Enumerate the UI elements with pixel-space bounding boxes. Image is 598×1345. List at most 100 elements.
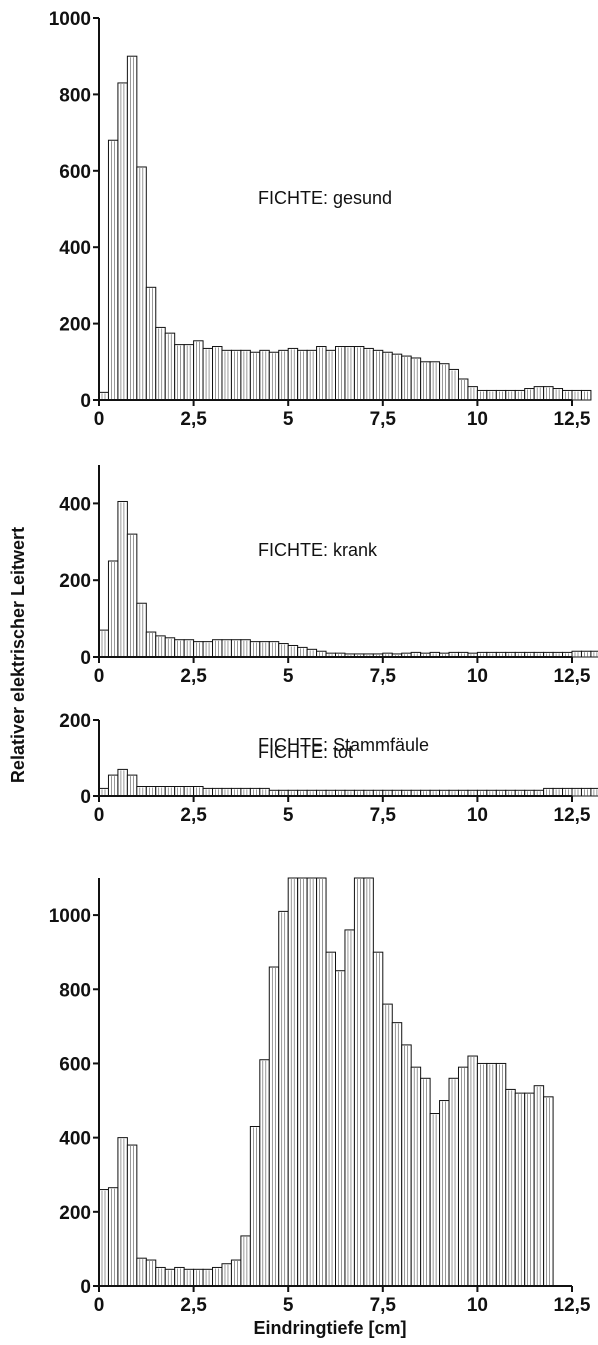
bar bbox=[590, 787, 598, 797]
bar bbox=[363, 877, 374, 1287]
bar bbox=[278, 643, 289, 658]
y-tick-label: 200 bbox=[59, 1203, 91, 1224]
bar bbox=[401, 1044, 412, 1287]
bar bbox=[467, 1055, 478, 1287]
bar bbox=[476, 1062, 488, 1287]
bar bbox=[278, 910, 289, 1287]
bar bbox=[391, 353, 403, 401]
bars bbox=[98, 500, 598, 658]
bar bbox=[297, 877, 308, 1287]
y-tick-label: 0 bbox=[80, 787, 91, 808]
chart-panel-3: 0 2,5 5 7,5 10 12,5 0 200 FICHTE: tot bbox=[59, 711, 598, 826]
bar bbox=[136, 1257, 147, 1287]
y-tick-label: 400 bbox=[59, 494, 91, 515]
bar bbox=[212, 787, 223, 797]
y-tick-label: 200 bbox=[59, 315, 91, 336]
bar bbox=[221, 349, 232, 401]
x-tick-label: 2,5 bbox=[180, 805, 207, 826]
y-tick-label: 0 bbox=[80, 391, 91, 412]
bar bbox=[145, 1259, 157, 1287]
bar bbox=[363, 347, 374, 401]
bar bbox=[316, 877, 327, 1287]
bar bbox=[486, 1062, 497, 1287]
x-tick-label: 2,5 bbox=[180, 1295, 207, 1316]
x-tick-label: 7,5 bbox=[370, 409, 397, 430]
bar bbox=[439, 1100, 450, 1287]
bar bbox=[117, 500, 128, 658]
bar bbox=[543, 787, 554, 797]
bar bbox=[249, 641, 261, 658]
bar bbox=[202, 787, 214, 797]
bar bbox=[240, 787, 251, 797]
bar bbox=[448, 368, 459, 401]
bar bbox=[297, 646, 308, 658]
bar bbox=[221, 787, 232, 797]
bar bbox=[391, 1022, 403, 1287]
bar bbox=[155, 1266, 166, 1287]
bar bbox=[202, 347, 214, 401]
bar bbox=[372, 951, 384, 1287]
panel-title: FICHTE: krank bbox=[258, 540, 378, 560]
y-tick-label: 800 bbox=[59, 980, 91, 1001]
bar bbox=[145, 286, 157, 401]
bar bbox=[249, 787, 261, 797]
bar bbox=[344, 346, 355, 401]
bar bbox=[98, 629, 109, 658]
bar bbox=[126, 55, 138, 401]
bar bbox=[259, 787, 270, 797]
bar bbox=[552, 787, 564, 797]
bar bbox=[533, 386, 545, 401]
x-tick-label: 12,5 bbox=[554, 666, 591, 687]
bar bbox=[268, 966, 280, 1287]
bar bbox=[174, 639, 185, 658]
bar bbox=[580, 389, 592, 401]
bar bbox=[495, 1062, 507, 1287]
bar bbox=[268, 351, 280, 401]
bar bbox=[193, 1268, 204, 1287]
bar bbox=[325, 349, 337, 401]
bar bbox=[183, 344, 195, 401]
bar bbox=[287, 644, 299, 658]
x-tick-label: 10 bbox=[467, 409, 488, 430]
bar bbox=[240, 1235, 251, 1287]
bar bbox=[164, 1268, 176, 1287]
bar bbox=[543, 1096, 554, 1287]
bar bbox=[107, 560, 119, 658]
bar bbox=[429, 361, 441, 401]
bar bbox=[155, 786, 166, 797]
y-tick-label: 200 bbox=[59, 571, 91, 592]
bar bbox=[202, 1268, 214, 1287]
bar bbox=[278, 349, 289, 401]
bar bbox=[145, 631, 157, 658]
x-tick-label: 7,5 bbox=[370, 666, 397, 687]
bar bbox=[164, 786, 176, 797]
x-tick-label: 12,5 bbox=[554, 1295, 591, 1316]
x-tick-label: 10 bbox=[467, 666, 488, 687]
bar bbox=[590, 650, 598, 658]
panel-title: FICHTE: tot bbox=[258, 742, 353, 762]
bar bbox=[467, 386, 478, 401]
bar bbox=[571, 787, 582, 797]
bar bbox=[117, 768, 128, 797]
bar bbox=[420, 361, 431, 401]
bar bbox=[98, 391, 109, 401]
x-tick-label: 5 bbox=[283, 666, 294, 687]
bar bbox=[562, 787, 573, 797]
y-tick-label: 1000 bbox=[49, 9, 91, 30]
bar bbox=[259, 349, 270, 401]
panel-title: FICHTE: Stammfäule bbox=[258, 735, 429, 755]
x-tick-label: 0 bbox=[94, 666, 105, 687]
x-tick-label: 5 bbox=[283, 805, 294, 826]
bar bbox=[580, 650, 592, 658]
y-tick-label: 600 bbox=[59, 1054, 91, 1075]
bar bbox=[259, 641, 270, 658]
y-tick-label: 400 bbox=[59, 238, 91, 259]
bar bbox=[240, 349, 251, 401]
bar bbox=[240, 639, 251, 658]
bar bbox=[259, 1059, 270, 1287]
x-tick-label: 7,5 bbox=[370, 1295, 397, 1316]
y-tick-label: 200 bbox=[59, 711, 91, 732]
y-axis-title: Relativer elektrischer Leitwert bbox=[8, 527, 28, 783]
bar bbox=[325, 951, 337, 1287]
